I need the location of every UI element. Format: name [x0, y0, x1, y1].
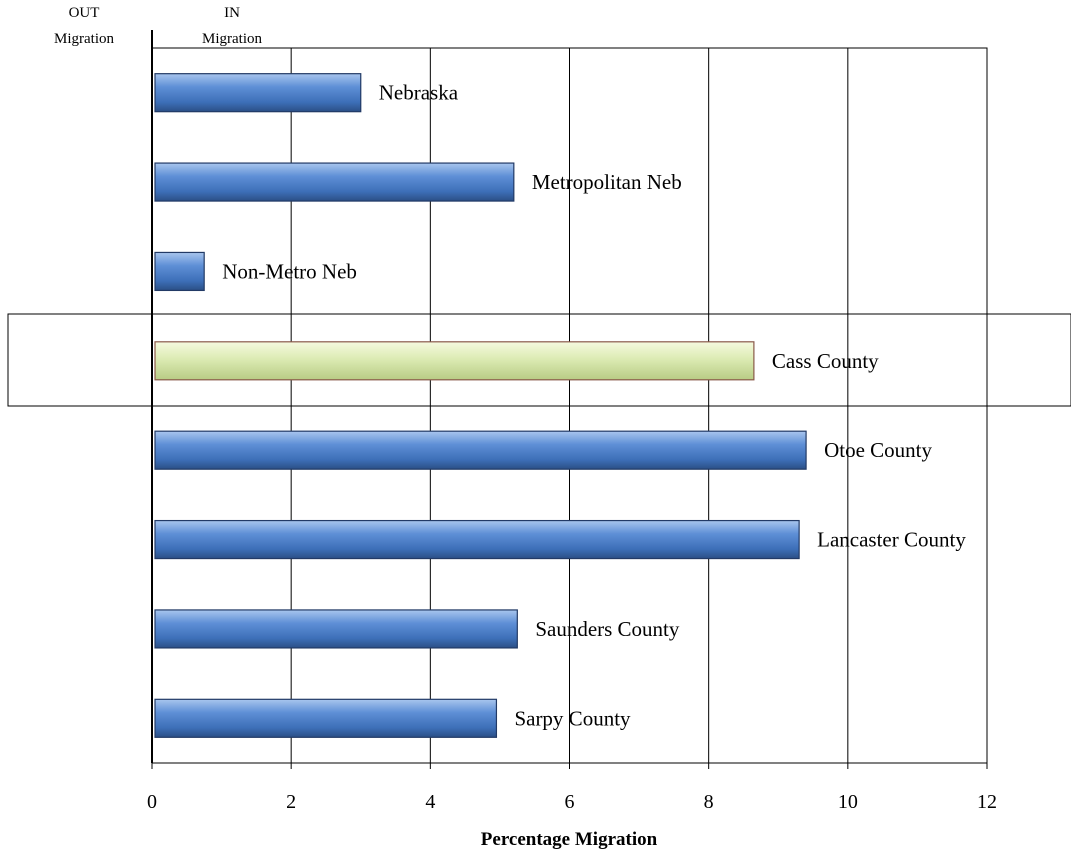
x-tick-label-2: 2 [286, 791, 296, 813]
in-label-line1: IN [224, 5, 240, 21]
x-axis-title: Percentage Migration [481, 829, 658, 850]
x-tick-labels: 0 2 4 6 8 10 12 [147, 763, 997, 813]
bar-label-metropolitan-neb: Metropolitan Neb [532, 170, 682, 194]
x-tick-label-4: 4 [425, 791, 435, 813]
x-tick-label-0: 0 [147, 791, 157, 813]
bar-label-nebraska: Nebraska [379, 81, 459, 105]
bar-label-saunders-county: Saunders County [535, 617, 680, 641]
x-tick-label-8: 8 [704, 791, 714, 813]
bar-nebraska [154, 73, 362, 113]
bar-label-sarpy-county: Sarpy County [514, 706, 631, 730]
out-label-line1: OUT [69, 5, 100, 21]
bar-sarpy-county [154, 698, 498, 738]
bar-label-otoe-county: Otoe County [824, 438, 932, 462]
bar-non-metro-neb [154, 251, 205, 292]
bar-lancaster-county [154, 519, 800, 560]
bar-label-cass-county: Cass County [772, 349, 879, 373]
x-tick-label-10: 10 [838, 791, 858, 813]
out-label-line2: Migration [54, 31, 114, 47]
bar-cass-county [154, 341, 755, 381]
bar-otoe-county [154, 430, 807, 470]
highlight-box [7, 313, 1071, 407]
bars-group: Nebraska Metropolitan Neb Non-Metro Neb Cas… [154, 73, 966, 738]
bar-label-non-metro-neb: Non-Metro Neb [222, 259, 357, 283]
x-tick-label-6: 6 [565, 791, 575, 813]
bar-label-lancaster-county: Lancaster County [817, 528, 966, 552]
bar-metropolitan-neb [154, 162, 515, 202]
x-tick-label-12: 12 [977, 791, 997, 813]
bar-saunders-county [154, 609, 518, 649]
in-label-line2: Migration [202, 31, 262, 47]
